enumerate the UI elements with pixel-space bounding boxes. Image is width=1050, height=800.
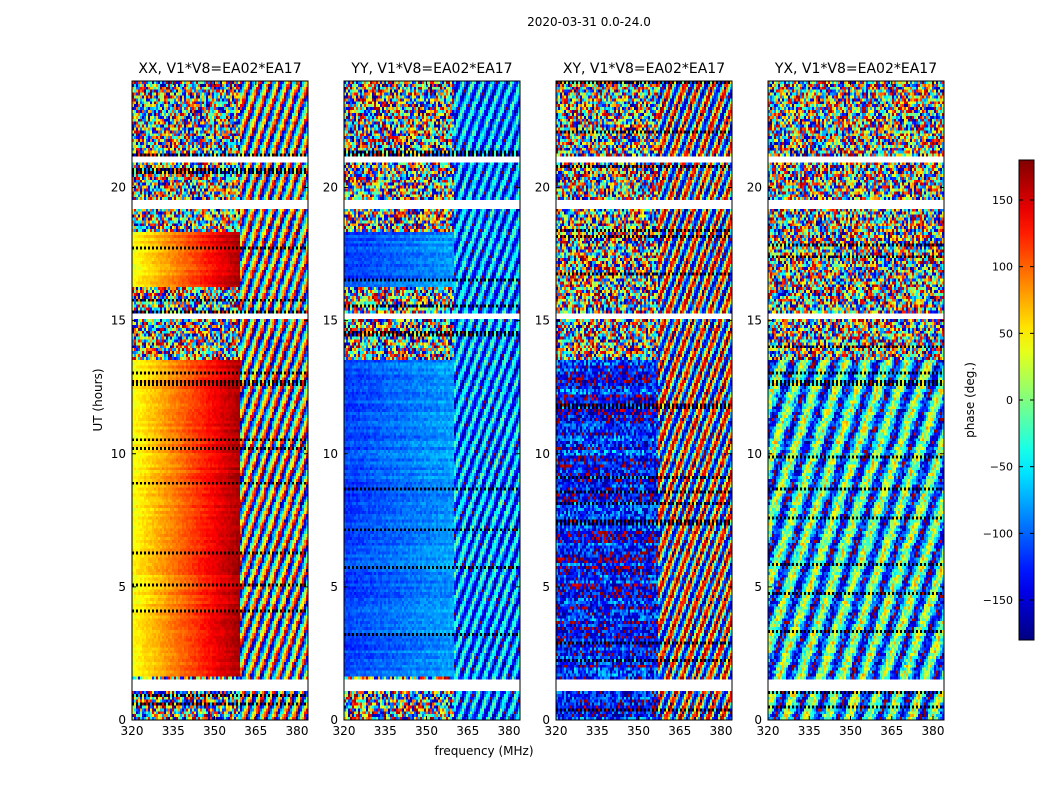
waterfall-image-yx	[768, 81, 944, 720]
waterfall-image-xx	[132, 81, 308, 720]
panel-frame-xy	[555, 80, 733, 721]
y-tick-label: 20	[111, 181, 126, 195]
x-axis-label: frequency (MHz)	[434, 744, 533, 758]
colorbar: −150 −100 −50 0 50 100 150	[983, 159, 1035, 641]
y-tick-label: 15	[323, 314, 338, 328]
x-tick-label: 380	[498, 724, 521, 738]
y-tick-label: 0	[754, 713, 762, 727]
panel-frame-yy	[343, 80, 521, 721]
colorbar-tick-label: 150	[992, 194, 1013, 207]
colorbar-tick-label: 50	[999, 327, 1013, 340]
colorbar-label: phase (deg.)	[963, 362, 977, 438]
colorbar-tick-label: −50	[990, 461, 1013, 474]
x-tick-label: 350	[415, 724, 438, 738]
x-tick-label: 320	[121, 724, 144, 738]
x-tick-label: 320	[333, 724, 356, 738]
panel-title-xx: XX, V1*V8=EA02*EA17	[138, 61, 301, 77]
y-tick-label: 0	[330, 713, 338, 727]
panel-xy: XY, V1*V8=EA02*EA17 320 335 350 365 380 0 5 10 15…	[535, 61, 733, 738]
x-tick-label: 335	[374, 724, 397, 738]
x-tick-label: 365	[880, 724, 903, 738]
x-tick-label: 365	[668, 724, 691, 738]
panel-yy: YY, V1*V8=EA02*EA17 320 335 350 365 380 0 5 10 15…	[323, 61, 521, 738]
waterfall-image-xy	[556, 81, 732, 720]
y-tick-label: 20	[535, 181, 550, 195]
y-tick-label: 10	[747, 447, 762, 461]
figure-title: 2020-03-31 0.0-24.0	[527, 15, 651, 29]
colorbar-tick-label: −100	[983, 527, 1013, 540]
y-tick-label: 5	[330, 580, 338, 594]
y-tick-label: 0	[542, 713, 550, 727]
panel-title-yx: YX, V1*V8=EA02*EA17	[774, 61, 937, 77]
panel-title-xy: XY, V1*V8=EA02*EA17	[563, 61, 725, 77]
x-tick-label: 365	[244, 724, 267, 738]
colorbar-tick-label: 0	[1006, 394, 1013, 407]
colorbar-tick-label: 100	[992, 261, 1013, 274]
panel-xx: XX, V1*V8=EA02*EA17 320 335 350 365 380 0 5 10 15…	[111, 61, 309, 738]
y-tick-label: 15	[747, 314, 762, 328]
y-tick-label: 0	[118, 713, 126, 727]
panels: XX, V1*V8=EA02*EA17 320 335 350 365 380 0 5 10 15…	[111, 61, 945, 738]
panel-frame-yx	[767, 80, 945, 721]
y-tick-label: 20	[323, 181, 338, 195]
y-tick-label: 20	[747, 181, 762, 195]
y-tick-label: 15	[535, 314, 550, 328]
x-tick-label: 380	[710, 724, 733, 738]
y-axis-label: UT (hours)	[91, 368, 105, 431]
waterfall-image-yy	[344, 81, 520, 720]
x-tick-label: 365	[456, 724, 479, 738]
x-tick-label: 335	[798, 724, 821, 738]
x-tick-label: 335	[586, 724, 609, 738]
y-tick-label: 5	[118, 580, 126, 594]
x-tick-label: 350	[203, 724, 226, 738]
y-tick-label: 15	[111, 314, 126, 328]
x-tick-label: 320	[757, 724, 780, 738]
x-tick-label: 335	[162, 724, 185, 738]
y-tick-label: 5	[754, 580, 762, 594]
y-tick-label: 10	[323, 447, 338, 461]
y-tick-label: 10	[535, 447, 550, 461]
y-tick-label: 5	[542, 580, 550, 594]
x-tick-label: 350	[627, 724, 650, 738]
x-tick-label: 380	[922, 724, 945, 738]
panel-frame-xx	[131, 80, 309, 721]
panel-yx: YX, V1*V8=EA02*EA17 320 335 350 365 380 0 5 10 15…	[747, 61, 945, 738]
colorbar-tick-label: −150	[983, 594, 1013, 607]
y-tick-label: 10	[111, 447, 126, 461]
x-tick-label: 350	[839, 724, 862, 738]
x-tick-label: 380	[286, 724, 309, 738]
panel-title-yy: YY, V1*V8=EA02*EA17	[350, 61, 512, 77]
x-tick-label: 320	[545, 724, 568, 738]
